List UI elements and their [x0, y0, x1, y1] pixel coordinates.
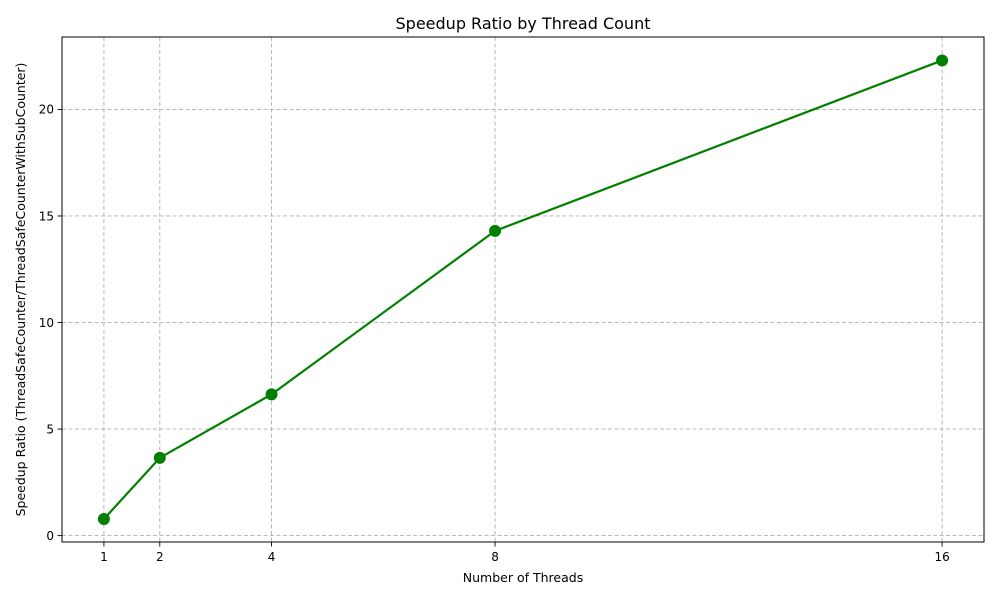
ticks: 1 2 4 8 16 0 5 10 15 20 [39, 103, 950, 564]
y-tick-label: 15 [39, 209, 54, 223]
chart-title: Speedup Ratio by Thread Count [396, 14, 651, 33]
series-line [102, 59, 944, 521]
x-tick-label: 1 [100, 550, 108, 564]
x-tick-label: 4 [268, 550, 276, 564]
data-point [936, 54, 949, 67]
plot-frame [61, 36, 985, 543]
grid [62, 37, 984, 542]
x-tick-label: 8 [491, 550, 499, 564]
data-point [489, 224, 502, 237]
x-tick-label: 2 [156, 550, 164, 564]
y-tick-label: 20 [39, 103, 54, 117]
y-tick-label: 10 [39, 316, 54, 330]
x-tick-label: 16 [934, 550, 949, 564]
data-point [153, 451, 166, 464]
y-tick-label: 0 [46, 529, 54, 543]
data-point [97, 512, 110, 525]
x-axis-label: Number of Threads [463, 570, 583, 585]
y-axis-label: Speedup Ratio (ThreadSafeCounter/ThreadS… [13, 63, 28, 517]
y-tick-label: 5 [46, 422, 54, 436]
series-layer [97, 54, 949, 525]
data-point [265, 388, 278, 401]
